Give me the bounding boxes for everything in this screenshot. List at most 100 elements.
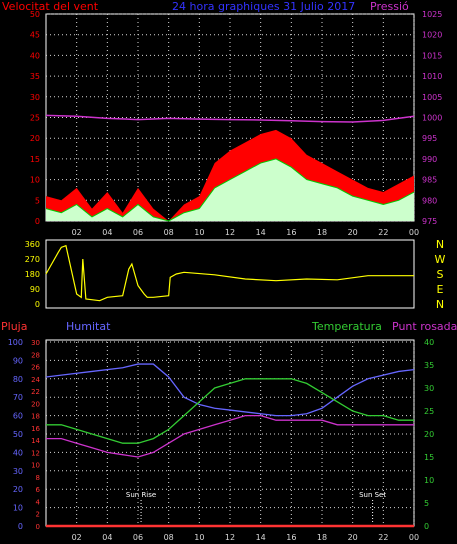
hour-tick: 16 [286, 228, 296, 237]
hour-tick: 20 [348, 228, 358, 237]
wind-series [45, 114, 415, 222]
hour-tick: 02 [72, 228, 82, 237]
hour-tick: 18 [317, 228, 327, 237]
hour-tick: 04 [102, 533, 112, 542]
rain-tick: 20 [31, 400, 40, 408]
rain-tick: 30 [31, 339, 40, 347]
rain-tick: 28 [31, 351, 40, 359]
hour-tick: 14 [256, 533, 266, 542]
wind-speed-tick: 25 [30, 114, 40, 123]
compass-w: W [435, 253, 446, 266]
humidity-tick: 30 [13, 467, 23, 476]
direction-degree-tick-labels: 0 90 180 270 360 [25, 240, 40, 309]
temperature-tick: 30 [424, 384, 434, 393]
hour-tick: 00 [409, 228, 419, 237]
series-humitat [45, 363, 415, 417]
temperature-tick: 20 [424, 430, 434, 439]
temp-series [45, 363, 415, 528]
temperature-axis-label: Temperatura [311, 320, 382, 333]
hour-tick: 02 [72, 533, 82, 542]
rain-axis-label: Pluja [1, 320, 27, 333]
sun-annotation-label: Sun Rise [126, 491, 156, 499]
rain-tick: 8 [36, 474, 40, 482]
humidity-tick: 90 [13, 356, 23, 365]
pressure-tick: 1000 [422, 114, 442, 123]
wind-speed-tick: 15 [30, 155, 40, 164]
pressure-tick: 1015 [422, 51, 442, 60]
humidity-tick: 20 [13, 485, 23, 494]
wind-axis-label: Velocitat del vent [2, 0, 99, 13]
hour-tick: 16 [286, 533, 296, 542]
rain-tick: 0 [36, 523, 40, 531]
sun-annotations: Sun Rise Sun Set [126, 491, 386, 524]
temperature-tick: 35 [424, 361, 434, 370]
humidity-tick: 100 [8, 338, 23, 347]
pressure-tick: 975 [422, 217, 437, 226]
humidity-tick: 80 [13, 375, 23, 384]
hour-tick: 14 [256, 228, 266, 237]
wind-speed-tick: 35 [30, 72, 40, 81]
hour-tick: 06 [133, 533, 143, 542]
pressure-tick: 1010 [422, 72, 442, 81]
compass-n: N [436, 298, 444, 311]
pressure-line [45, 114, 415, 123]
hour-tick: 04 [102, 228, 112, 237]
average-area [46, 158, 414, 221]
hour-tick: 18 [317, 533, 327, 542]
direction-degree-tick: 0 [35, 300, 40, 309]
rain-tick: 26 [31, 364, 40, 372]
pressure-tick: 995 [422, 134, 437, 143]
pressure-tick: 1025 [422, 10, 442, 19]
wind-speed-tick: 20 [30, 134, 40, 143]
wind-speed-tick: 45 [30, 31, 40, 40]
wind-speed-tick: 0 [35, 217, 40, 226]
direction-line [45, 244, 414, 302]
compass-e: E [437, 283, 444, 296]
hour-tick: 20 [348, 533, 358, 542]
dewpoint-axis-label: Punt rosada [392, 320, 457, 333]
direction-degree-tick: 180 [25, 270, 40, 279]
temperature-tick: 0 [424, 522, 429, 531]
wind-speed-tick: 5 [35, 196, 40, 205]
temperature-tick: 10 [424, 476, 434, 485]
compass-n: N [436, 238, 444, 251]
rain-tick: 24 [31, 376, 40, 384]
rain-tick: 12 [31, 449, 40, 457]
hour-tick: 08 [164, 533, 174, 542]
temperature-tick: 5 [424, 499, 429, 508]
direction-degree-tick: 360 [25, 240, 40, 249]
pressure-axis-label: Pressió [370, 0, 409, 13]
hour-tick: 22 [378, 533, 388, 542]
direction-series [45, 244, 414, 302]
pressure-tick: 1005 [422, 93, 442, 102]
average-line [45, 158, 415, 222]
hour-tick: 10 [194, 228, 204, 237]
hour-tick: 00 [409, 533, 419, 542]
rain-tick: 4 [36, 498, 41, 506]
temperature-tick: 25 [424, 407, 434, 416]
sun-annotation-label: Sun Set [359, 491, 386, 499]
temperature-tick: 15 [424, 453, 434, 462]
series-temperatura [46, 378, 414, 444]
rain-tick: 2 [36, 511, 40, 519]
humidity-tick: 10 [13, 504, 23, 513]
pressure-tick: 990 [422, 155, 437, 164]
pressure-tick-labels: 975 980 985 990 995 1000 1005 1010 1015 1020 1025 [422, 10, 442, 226]
wind-speed-tick: 30 [30, 93, 40, 102]
humidity-tick: 0 [18, 522, 23, 531]
wind-speed-tick: 50 [30, 10, 40, 19]
hour-tick: 12 [225, 228, 235, 237]
pressure-tick: 985 [422, 176, 437, 185]
rain-tick: 10 [31, 462, 40, 470]
hour-tick: 06 [133, 228, 143, 237]
rain-tick: 6 [36, 486, 41, 494]
direction-degree-tick: 270 [25, 255, 40, 264]
humidity-tick-labels: 0 10 20 30 40 50 60 70 80 90 100 [8, 338, 23, 531]
humidity-tick: 60 [13, 412, 23, 421]
series-punt-rosada [46, 414, 414, 458]
